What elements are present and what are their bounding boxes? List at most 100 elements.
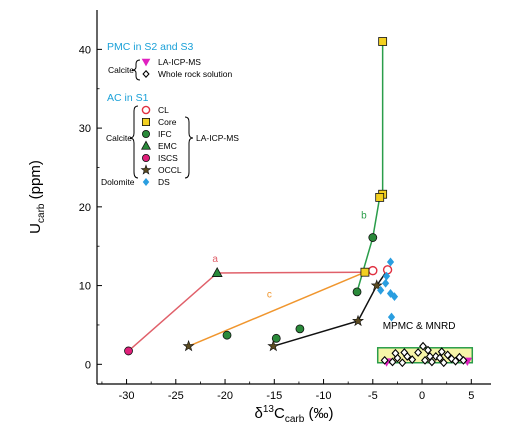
x-axis-label: δ13Ccarb (‰) [255, 404, 334, 425]
data-point [459, 355, 468, 365]
data-point [377, 285, 385, 295]
x-axis-label-xlabel_sup: 13 [263, 404, 275, 415]
legend-label-core: Core [158, 117, 177, 127]
series-whole-rock-solution [380, 341, 468, 368]
series-ifc [222, 233, 378, 343]
data-point [271, 333, 281, 343]
data-point [378, 37, 388, 46]
data-point [447, 354, 456, 364]
x-axis-label-xlabel_main: δ [255, 405, 263, 422]
series-cl [368, 265, 393, 276]
x-axis-label-xlabel_sub: carb [285, 414, 305, 425]
data-point [435, 353, 444, 363]
legend-label-emc: EMC [158, 141, 177, 151]
series-core [360, 37, 388, 277]
trend-label-b: b [361, 211, 367, 222]
x-tick-label: -20 [217, 390, 233, 402]
x-tick-label: 0 [419, 390, 425, 402]
x-tick-label: -5 [368, 390, 378, 402]
legend-ac-header: AC in S1 [107, 92, 149, 104]
data-point [443, 350, 452, 360]
legend: PMC in S2 and S3 Calcite LA-ICP-MS Whole ro… [101, 41, 239, 187]
legend-ac-dolomite: Dolomite [101, 177, 135, 187]
legend-marker-cl [141, 105, 151, 115]
data-point [387, 312, 396, 322]
legend-ac-method: LA-ICP-MS [196, 133, 239, 143]
series-occl [182, 279, 383, 352]
box-label: MPMC & MNRD [383, 321, 456, 332]
y-tick-label: 40 [79, 44, 91, 56]
data-point [267, 339, 280, 352]
data-point [455, 352, 464, 362]
data-point [375, 192, 385, 202]
data-point [408, 355, 417, 365]
data-point [421, 355, 429, 365]
legend-pmc-header: PMC in S2 and S3 [107, 41, 194, 53]
legend-brace-pmc [131, 59, 141, 81]
data-point [368, 233, 378, 242]
data-point [295, 324, 305, 334]
x-tick-label: 5 [468, 390, 474, 402]
y-tick-label: 20 [79, 202, 91, 214]
trend-label-c: c [267, 289, 272, 300]
x-tick-label: -15 [266, 390, 282, 402]
data-point [211, 266, 223, 277]
legend-marker-iscs [141, 153, 150, 162]
legend-marker-la-icp-ms [141, 58, 151, 67]
trend-line-unlabeled [273, 269, 389, 347]
series-emc [211, 266, 223, 277]
data-point [368, 265, 378, 276]
data-point [182, 339, 195, 352]
y-tick-label: 10 [79, 281, 91, 293]
x-tick-label: -30 [119, 390, 135, 402]
data-point [439, 358, 448, 368]
trend-label-a: a [212, 254, 218, 265]
legend-marker-ifc [141, 129, 150, 138]
data-point [423, 345, 432, 355]
data-point [437, 347, 446, 357]
legend-label-la-icp-ms: LA-ICP-MS [158, 57, 201, 67]
data-point [370, 279, 383, 291]
y-axis-label: Ucarb (ppm) [27, 160, 47, 234]
legend-marker-ds [142, 178, 150, 186]
data-point [414, 348, 423, 357]
data-point [419, 341, 428, 351]
legend-label-ds: DS [158, 177, 170, 187]
data-point [382, 265, 393, 275]
legend-label-cl: CL [158, 105, 169, 115]
x-axis-label-xlabel_unit: (‰) [304, 405, 333, 422]
data-point [388, 357, 397, 367]
data-point [124, 346, 133, 356]
data-point [391, 348, 400, 358]
y-tick-label: 30 [79, 123, 91, 135]
trend-line-b [356, 41, 384, 293]
data-point [380, 355, 389, 365]
legend-label-ifc: IFC [158, 129, 172, 139]
axes: -30 -25 -20 -15 -10 -5 0 5 0 10 20 30 40 δ13Ccarb (‰)… [27, 10, 491, 425]
data-point [222, 330, 232, 340]
legend-marker-whole-rock-solution [142, 69, 150, 79]
legend-marker-emc [141, 140, 151, 150]
data-point [398, 358, 407, 368]
x-axis-label-xlabel_rest: C [274, 405, 285, 422]
y-tick-label: 0 [85, 359, 91, 371]
x-tick-label: -10 [316, 390, 332, 402]
data-point [360, 267, 370, 277]
data-point [352, 314, 365, 327]
y-axis-label-ylabel_unit: (ppm) [27, 160, 44, 203]
data-point [386, 289, 395, 298]
data-point [352, 287, 362, 297]
data-point [400, 348, 409, 357]
legend-brace-method [184, 116, 194, 179]
trend-line-a [128, 271, 365, 352]
legend-marker-core [141, 118, 150, 127]
legend-label-whole-rock-solution: Whole rock solution [158, 69, 232, 79]
data-point [382, 278, 390, 288]
y-axis-label-ylabel_sub: carb [36, 203, 47, 223]
legend-marker-occl [140, 164, 152, 175]
legend-label-iscs: ISCS [158, 153, 178, 163]
legend-brace-calcite [129, 105, 139, 179]
legend-ac-calcite: Calcite [106, 133, 132, 143]
data-point [451, 356, 460, 366]
